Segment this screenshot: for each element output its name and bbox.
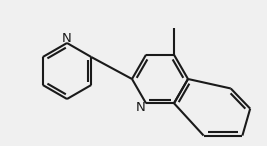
Text: N: N bbox=[136, 101, 146, 114]
Text: N: N bbox=[62, 32, 72, 45]
